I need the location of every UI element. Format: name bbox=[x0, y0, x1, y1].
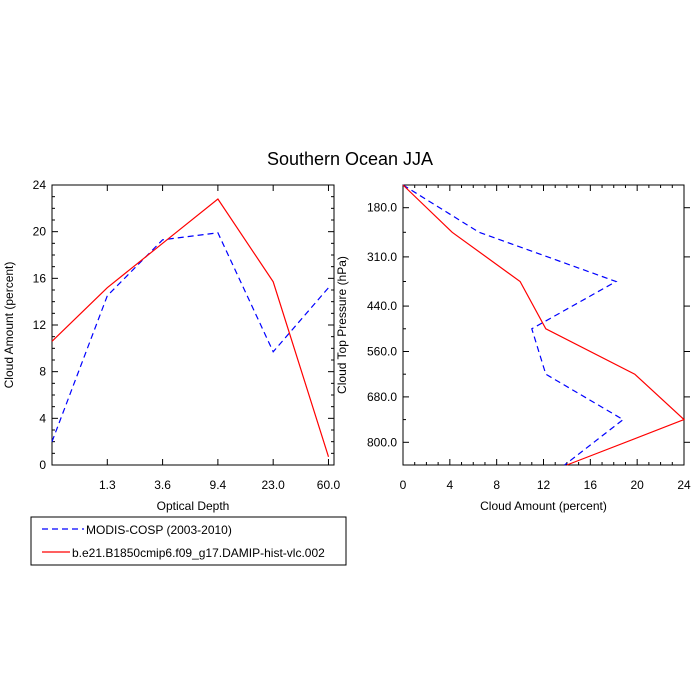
left-y-tick-label-24: 24 bbox=[33, 178, 47, 192]
legend-label-modis: MODIS-COSP (2003-2010) bbox=[86, 523, 232, 537]
left-y-axis-label: Cloud Amount (percent) bbox=[2, 262, 16, 389]
right-y-tick-label-180-0: 180.0 bbox=[367, 201, 397, 215]
legend-label-model: b.e21.B1850cmip6.f09_g17.DAMIP-hist-vlc.… bbox=[72, 546, 325, 560]
left-y-tick-label-0: 0 bbox=[39, 458, 46, 472]
left-x-axis-label: Optical Depth bbox=[157, 499, 230, 513]
right-x-tick-label-24: 24 bbox=[677, 478, 691, 492]
right-x-tick-label-8: 8 bbox=[493, 478, 500, 492]
left-y-tick-label-8: 8 bbox=[39, 365, 46, 379]
left-y-tick-label-12: 12 bbox=[33, 318, 47, 332]
left-x-tick-label-23-0: 23.0 bbox=[261, 478, 285, 492]
right-y-tick-label-800-0: 800.0 bbox=[367, 435, 397, 449]
right-plot: 0 4 8 12 16 20 24 180.0 310.0 440.0 560.0 680.0 800.… bbox=[335, 184, 691, 513]
left-y-tick-label-20: 20 bbox=[33, 225, 47, 239]
right-y-tick-label-560-0: 560.0 bbox=[367, 344, 397, 358]
left-series-line-0 bbox=[51, 232, 329, 442]
legend-box bbox=[30, 516, 347, 566]
left-series-line-1 bbox=[51, 198, 330, 457]
right-x-tick-label-20: 20 bbox=[630, 478, 644, 492]
left-y-tick-label-4: 4 bbox=[39, 411, 46, 425]
legend: MODIS-COSP (2003-2010) b.e21.B1850cmip6.… bbox=[30, 516, 347, 566]
left-plot: 0 4 8 12 16 20 24 1.3 3.6 9.4 23.0 60.0 Optical Dept… bbox=[2, 178, 340, 513]
right-series-line-0 bbox=[402, 184, 625, 466]
right-series-line-1 bbox=[402, 184, 686, 466]
left-y-tick-label-16: 16 bbox=[33, 271, 47, 285]
right-y-tick-label-310-0: 310.0 bbox=[367, 250, 397, 264]
left-x-tick-label-3-6: 3.6 bbox=[154, 478, 171, 492]
right-y-axis-label: Cloud Top Pressure (hPa) bbox=[335, 256, 349, 394]
right-y-tick-label-680-0: 680.0 bbox=[367, 390, 397, 404]
right-x-tick-label-4: 4 bbox=[446, 478, 453, 492]
chart-title: Southern Ocean JJA bbox=[267, 149, 433, 169]
right-x-tick-label-0: 0 bbox=[400, 478, 407, 492]
left-x-tick-label-1-3: 1.3 bbox=[99, 478, 116, 492]
left-x-tick-label-9-4: 9.4 bbox=[210, 478, 227, 492]
left-x-tick-label-60-0: 60.0 bbox=[317, 478, 341, 492]
right-x-axis-label: Cloud Amount (percent) bbox=[480, 499, 607, 513]
right-x-tick-label-16: 16 bbox=[584, 478, 598, 492]
left-plot-frame bbox=[51, 184, 335, 466]
right-y-tick-label-440-0: 440.0 bbox=[367, 299, 397, 313]
right-x-tick-label-12: 12 bbox=[537, 478, 551, 492]
